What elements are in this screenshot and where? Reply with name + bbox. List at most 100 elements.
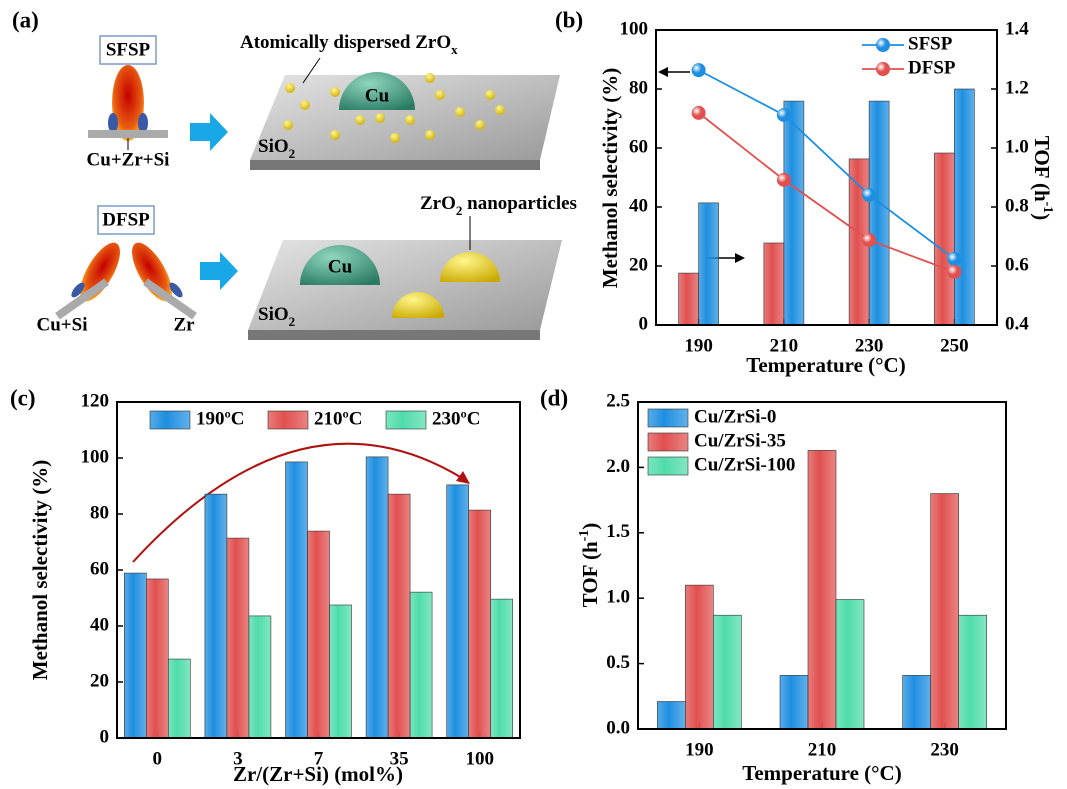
y-axis-label: TOF (h-1) [577, 523, 602, 608]
bar [808, 450, 836, 729]
bar [124, 573, 146, 738]
y2-tick-label: 0.6 [1005, 254, 1029, 275]
bar [699, 203, 719, 325]
arrow-head [456, 471, 470, 484]
bar [205, 494, 227, 738]
panel-label: (a) [12, 7, 39, 32]
arrow-head [735, 253, 745, 263]
legend-swatch [648, 409, 688, 427]
point [692, 106, 706, 120]
y2-tick-label: 1.4 [1005, 18, 1029, 39]
bar [713, 615, 741, 729]
bar [679, 273, 699, 325]
sub: 2 [289, 314, 296, 329]
bar [764, 243, 784, 325]
legend-label: Cu/ZrSi-35 [694, 430, 786, 451]
y-tick-label: 1.5 [606, 521, 630, 542]
line [699, 70, 955, 259]
label: Zr [173, 314, 195, 335]
label: Cu [328, 256, 353, 277]
bar [469, 510, 491, 738]
bar [491, 599, 513, 738]
text: Atomically dispersed ZrO [240, 32, 451, 53]
bar [931, 494, 959, 729]
point [862, 188, 876, 202]
y-tick-label: 0.5 [606, 652, 630, 673]
bar [959, 615, 987, 729]
point [947, 252, 961, 266]
text: TOF (h [1030, 136, 1054, 202]
bar [308, 531, 330, 738]
y-tick-label: 60 [629, 136, 648, 157]
x-tick-label: 190 [685, 739, 714, 760]
x-tick-label: 250 [940, 335, 969, 356]
legend-label: DFSP [908, 57, 956, 78]
y-axis-label: Methanol selectivity (%) [598, 68, 622, 288]
bar [784, 101, 804, 325]
point [947, 265, 961, 279]
y-tick-label: 20 [629, 254, 648, 275]
y-tick-label: 40 [629, 195, 648, 216]
bar [410, 592, 432, 738]
x-axis-label: Temperature (°C) [742, 761, 901, 785]
arrow [190, 113, 228, 151]
x-axis-label: Zr/(Zr+Si) (mol%) [233, 762, 403, 786]
legend-label: SFSP [908, 33, 953, 54]
point [862, 233, 876, 247]
legend-swatch [386, 411, 426, 429]
sup: -1 [577, 530, 592, 542]
bar [330, 605, 352, 738]
label: DFSP [102, 209, 150, 230]
legend-swatch [648, 457, 688, 475]
legend-marker [876, 62, 890, 76]
y2-tick-label: 0.4 [1005, 313, 1029, 334]
burner [88, 130, 168, 138]
y-tick-label: 20 [90, 670, 109, 691]
bar [836, 600, 864, 729]
y-tick-label: 40 [90, 614, 109, 635]
bar [780, 675, 808, 729]
y-tick-label: 120 [81, 390, 110, 411]
bar [168, 659, 190, 738]
y2-tick-label: 1.0 [1005, 136, 1029, 157]
label: ZrO2 nanoparticles [420, 193, 577, 218]
y-tick-label: 0 [100, 726, 110, 747]
label: SFSP [106, 39, 151, 60]
x-tick-label: 0 [153, 748, 163, 769]
text: SiO [258, 304, 289, 325]
bar [954, 89, 974, 325]
y-tick-label: 2.5 [606, 390, 630, 411]
legend-swatch [268, 411, 308, 429]
legend-marker [876, 38, 890, 52]
label: Cu [365, 85, 390, 106]
legend-label: 190ºC [196, 408, 245, 429]
diagram: (a) SFSP Cu+Zr+Si Cu Atomically disperse… [12, 7, 577, 340]
bar [366, 457, 388, 738]
legend-swatch [150, 411, 190, 429]
line [699, 113, 955, 272]
arrow [200, 252, 238, 290]
bar [934, 153, 954, 325]
text: ) [1030, 213, 1054, 220]
y-tick-label: 1.0 [606, 587, 630, 608]
sup: -1 [1040, 202, 1055, 214]
x-tick-label: 100 [465, 748, 494, 769]
text: ZrO [420, 193, 456, 214]
y-tick-label: 80 [90, 502, 109, 523]
legend-label: 210ºC [314, 408, 363, 429]
point [777, 108, 791, 122]
bar [286, 462, 308, 738]
bar [249, 616, 271, 738]
y-axis-label: Methanol selectivity (%) [28, 460, 52, 680]
y2-tick-label: 1.2 [1005, 77, 1029, 98]
y-tick-label: 0.0 [606, 717, 630, 738]
slab-edge [250, 160, 540, 170]
y-tick-label: 100 [81, 446, 110, 467]
x-axis-label: Temperature (°C) [746, 353, 905, 377]
sub: x [451, 42, 458, 57]
x-tick-label: 230 [930, 739, 959, 760]
x-tick-label: 210 [808, 739, 837, 760]
legend-swatch [648, 433, 688, 451]
text: ) [578, 523, 602, 530]
y2-axis-label: TOF (h-1) [1030, 136, 1055, 221]
